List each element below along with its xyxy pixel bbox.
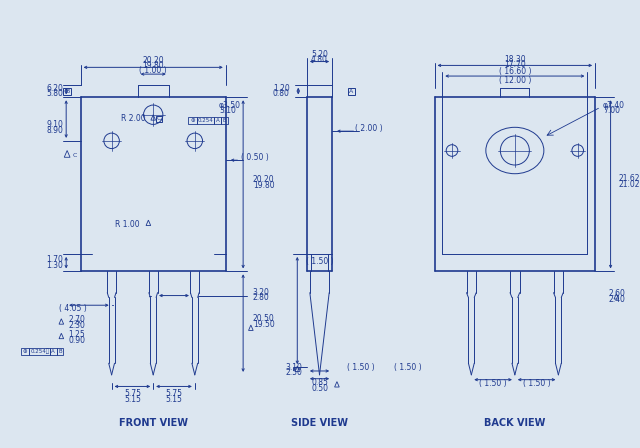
Text: 7.00: 7.00: [603, 106, 620, 116]
Bar: [196, 117, 214, 124]
Text: 0.50: 0.50: [311, 384, 328, 393]
Text: 3.20: 3.20: [253, 288, 269, 297]
Text: 5.75: 5.75: [166, 389, 182, 398]
Text: 2.40: 2.40: [609, 295, 625, 304]
Text: φ7.40: φ7.40: [603, 100, 625, 110]
Bar: [156, 116, 162, 121]
Text: A: A: [51, 349, 55, 354]
Text: 21.62: 21.62: [618, 174, 640, 183]
Bar: [50, 348, 57, 355]
Text: 0.90: 0.90: [68, 336, 85, 345]
Text: ( 12.00 ): ( 12.00 ): [499, 77, 531, 86]
Text: ( 1.50 ): ( 1.50 ): [348, 362, 375, 371]
Text: B: B: [65, 89, 69, 94]
Bar: [214, 117, 221, 124]
Text: 17.70: 17.70: [504, 60, 525, 69]
Bar: [348, 88, 355, 95]
Text: 2.50: 2.50: [285, 368, 302, 377]
Text: 0.80: 0.80: [273, 90, 289, 99]
Text: 2.80: 2.80: [253, 293, 269, 302]
Text: 0.254: 0.254: [198, 118, 213, 123]
Text: ( 1.50 ): ( 1.50 ): [306, 257, 333, 266]
Text: C: C: [73, 153, 77, 158]
Text: 9.10: 9.10: [47, 120, 63, 129]
Text: A: A: [349, 89, 353, 94]
Text: 0.254Ⓜ: 0.254Ⓜ: [30, 349, 49, 354]
Text: 20.20: 20.20: [142, 56, 164, 65]
Text: ( 1.50 ): ( 1.50 ): [479, 379, 507, 388]
Text: 8.90: 8.90: [47, 126, 63, 135]
Text: 0.85: 0.85: [311, 378, 328, 387]
Text: 3.10: 3.10: [285, 362, 302, 371]
Text: 2.70: 2.70: [68, 315, 85, 324]
Text: 5.15: 5.15: [166, 395, 182, 404]
Text: B: B: [58, 349, 62, 354]
Text: 20.20: 20.20: [253, 175, 275, 184]
Text: ( 2.00 ): ( 2.00 ): [355, 124, 383, 133]
Text: ( 1.50 ): ( 1.50 ): [394, 362, 421, 371]
Text: 19.80: 19.80: [142, 61, 164, 70]
Text: 1.20: 1.20: [273, 84, 289, 93]
Text: φ3.50: φ3.50: [219, 100, 241, 110]
Text: 5.75: 5.75: [124, 389, 141, 398]
Text: ( 0.50 ): ( 0.50 ): [241, 153, 269, 162]
Text: SIDE VIEW: SIDE VIEW: [291, 418, 348, 428]
Bar: [188, 117, 196, 124]
Text: ( 1.50 ): ( 1.50 ): [523, 379, 550, 388]
Text: 5.20: 5.20: [311, 50, 328, 59]
Text: A: A: [216, 118, 220, 123]
Bar: [57, 348, 63, 355]
Text: 5.15: 5.15: [124, 395, 141, 404]
Text: 20.50: 20.50: [253, 314, 275, 323]
Text: R 1.00: R 1.00: [115, 220, 140, 229]
Text: 19.80: 19.80: [253, 181, 275, 190]
Text: 1.30: 1.30: [47, 261, 63, 270]
Text: ⊕: ⊕: [23, 349, 28, 354]
Text: 1.25: 1.25: [68, 330, 85, 339]
Text: ( 16.60 ): ( 16.60 ): [499, 67, 531, 76]
Text: ( 1.00 ): ( 1.00 ): [140, 66, 167, 75]
Text: C: C: [157, 116, 161, 121]
Bar: [63, 88, 71, 95]
Text: BACK VIEW: BACK VIEW: [484, 418, 545, 428]
Text: B: B: [223, 118, 226, 123]
Bar: [29, 348, 50, 355]
Text: 2X: 2X: [74, 320, 82, 325]
Bar: [20, 348, 29, 355]
Text: 5.80: 5.80: [47, 90, 63, 99]
Text: 19.50: 19.50: [253, 319, 275, 328]
Text: FRONT VIEW: FRONT VIEW: [118, 418, 188, 428]
Text: 6.20: 6.20: [47, 84, 63, 93]
Text: 2.60: 2.60: [609, 289, 625, 298]
Text: 21.02: 21.02: [618, 180, 640, 189]
Bar: [221, 117, 228, 124]
Text: ( 4.05 ): ( 4.05 ): [59, 304, 87, 313]
Text: R 2.00: R 2.00: [120, 114, 145, 123]
Text: 3.10: 3.10: [219, 106, 236, 116]
Text: 1.70: 1.70: [47, 255, 63, 264]
Text: ⊕: ⊕: [190, 118, 195, 123]
Text: 18.30: 18.30: [504, 55, 525, 64]
Text: 4.80: 4.80: [311, 55, 328, 64]
Text: 2.30: 2.30: [68, 321, 85, 330]
